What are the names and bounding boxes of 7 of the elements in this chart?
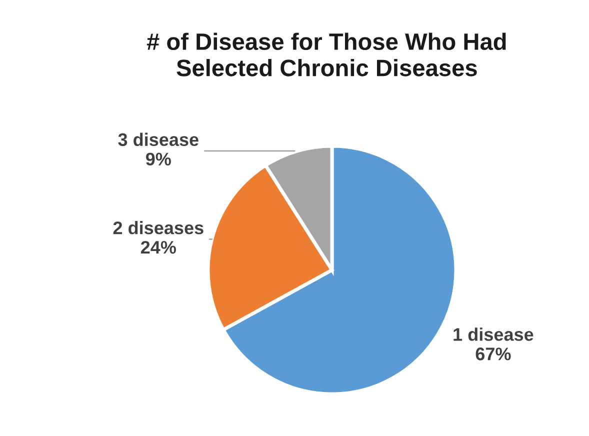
slice-label: 1 disease xyxy=(454,328,534,341)
chart-title: # of Disease for Those Who Had Selected Chronic Diseases xyxy=(146,32,506,76)
slice-label: 2 diseases xyxy=(113,221,204,234)
slice-label: 3 disease xyxy=(118,132,198,146)
data-label: 9% xyxy=(146,152,171,166)
data-label: 24% xyxy=(140,240,176,254)
data-label: 67% xyxy=(476,348,511,360)
